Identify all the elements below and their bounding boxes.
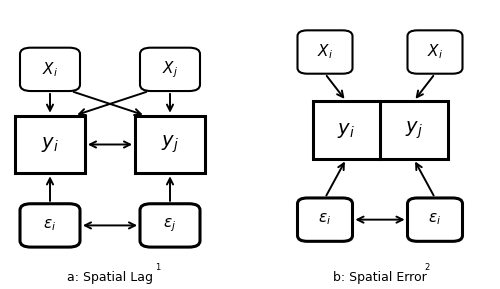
FancyBboxPatch shape <box>298 198 352 241</box>
Text: 1: 1 <box>155 263 160 272</box>
Text: $y_i$: $y_i$ <box>41 135 59 154</box>
Text: 2: 2 <box>425 263 430 272</box>
FancyBboxPatch shape <box>140 48 200 91</box>
Text: $X_i$: $X_i$ <box>42 60 58 79</box>
FancyBboxPatch shape <box>135 116 205 173</box>
Text: $\varepsilon_i$: $\varepsilon_i$ <box>428 212 442 227</box>
FancyBboxPatch shape <box>20 204 80 247</box>
Text: $y_i$: $y_i$ <box>338 121 355 140</box>
Text: $X_i$: $X_i$ <box>317 43 333 61</box>
Text: b: Spatial Error: b: Spatial Error <box>333 271 427 284</box>
Text: $\varepsilon_j$: $\varepsilon_j$ <box>164 217 176 234</box>
FancyBboxPatch shape <box>408 198 463 241</box>
FancyBboxPatch shape <box>312 101 448 159</box>
FancyBboxPatch shape <box>20 48 80 91</box>
Text: $X_i$: $X_i$ <box>427 43 443 61</box>
Text: $X_j$: $X_j$ <box>162 59 178 80</box>
Text: $\varepsilon_i$: $\varepsilon_i$ <box>318 212 332 227</box>
Text: $y_j$: $y_j$ <box>405 119 422 141</box>
FancyBboxPatch shape <box>140 204 200 247</box>
FancyBboxPatch shape <box>298 30 352 74</box>
FancyBboxPatch shape <box>408 30 463 74</box>
FancyBboxPatch shape <box>15 116 85 173</box>
Text: $y_j$: $y_j$ <box>161 134 179 155</box>
Text: a: Spatial Lag: a: Spatial Lag <box>67 271 153 284</box>
Text: $\varepsilon_i$: $\varepsilon_i$ <box>44 218 57 233</box>
